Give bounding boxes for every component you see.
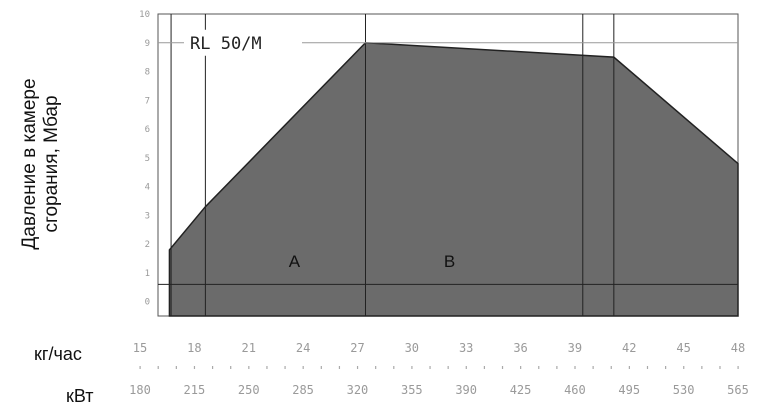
x-kg-dot-19 bbox=[483, 366, 486, 369]
y-axis-label-line-2: сгорания, Мбар bbox=[41, 95, 62, 233]
y-tick-6: 6 bbox=[145, 125, 150, 135]
x-kg-tick-1: 18 bbox=[187, 341, 201, 355]
x-kw-tick-7: 425 bbox=[510, 383, 532, 397]
x-kg-dot-0 bbox=[139, 366, 141, 369]
x-kg-tick-4: 27 bbox=[350, 341, 364, 355]
x-kg-dot-7 bbox=[266, 366, 268, 369]
x-kg-dot-10 bbox=[320, 366, 322, 369]
x-kg-dot-21 bbox=[520, 366, 522, 369]
x-kg-dot-31 bbox=[701, 366, 703, 369]
x-kg-dot-23 bbox=[556, 366, 558, 369]
x-kw-tick-11: 565 bbox=[727, 383, 749, 397]
x-kg-tick-3: 24 bbox=[296, 341, 310, 355]
area-label-B: B bbox=[444, 252, 455, 271]
x-row-kg-label: кг/час bbox=[34, 344, 82, 364]
model-label: RL 50/M bbox=[190, 34, 262, 54]
x-kg-tick-2: 21 bbox=[242, 341, 256, 355]
x-kg-tick-6: 33 bbox=[459, 341, 473, 355]
x-kw-tick-9: 495 bbox=[618, 383, 640, 397]
x-kg-tick-11: 48 bbox=[731, 341, 745, 355]
x-kw-tick-1: 215 bbox=[184, 383, 206, 397]
y-axis-label-line-1: Давление в камере bbox=[19, 78, 40, 250]
model-label-bg bbox=[184, 29, 302, 56]
x-kg-dot-5 bbox=[230, 366, 232, 369]
y-tick-5: 5 bbox=[145, 154, 150, 164]
x-row-kw-label: кВт bbox=[66, 386, 94, 406]
x-kg-tick-7: 36 bbox=[513, 341, 527, 355]
x-kw-tick-0: 180 bbox=[129, 383, 151, 397]
x-kg-dot-2 bbox=[175, 366, 177, 369]
x-kg-dot-22 bbox=[538, 366, 540, 369]
x-kw-tick-5: 355 bbox=[401, 383, 423, 397]
x-kg-dot-29 bbox=[665, 366, 667, 369]
x-kg-dot-26 bbox=[610, 366, 612, 369]
x-kg-dot-13 bbox=[375, 366, 377, 369]
x-kw-tick-4: 320 bbox=[347, 383, 369, 397]
x-kw-tick-3: 285 bbox=[292, 383, 314, 397]
x-kg-tick-0: 15 bbox=[133, 341, 147, 355]
y-tick-4: 4 bbox=[145, 183, 150, 193]
x-kg-dot-15 bbox=[411, 366, 413, 369]
x-kg-dot-18 bbox=[465, 366, 467, 369]
working-area-fill bbox=[168, 41, 739, 317]
x-kg-dot-33 bbox=[737, 366, 739, 369]
y-tick-0: 0 bbox=[145, 298, 150, 308]
y-tick-3: 3 bbox=[145, 211, 150, 221]
x-kg-tick-10: 45 bbox=[676, 341, 690, 355]
x-kg-dot-14 bbox=[393, 366, 395, 369]
y-axis-label: Давление в камере сгорания, Мбар bbox=[6, 14, 76, 314]
x-kg-dot-27 bbox=[628, 366, 630, 369]
x-kw-tick-10: 530 bbox=[673, 383, 695, 397]
y-tick-2: 2 bbox=[145, 240, 150, 250]
y-tick-7: 7 bbox=[145, 96, 150, 106]
y-tick-9: 9 bbox=[145, 39, 150, 49]
x-kg-dot-17 bbox=[447, 366, 449, 369]
x-kg-dot-4 bbox=[211, 366, 214, 369]
x-kw-tick-6: 390 bbox=[455, 383, 477, 397]
y-tick-10: 10 bbox=[139, 10, 150, 20]
x-kg-dot-20 bbox=[501, 366, 504, 369]
x-kg-dot-12 bbox=[356, 366, 359, 369]
y-tick-8: 8 bbox=[145, 68, 150, 78]
x-kg-dot-28 bbox=[646, 366, 649, 369]
x-kg-dot-32 bbox=[719, 366, 721, 369]
x-kw-tick-2: 250 bbox=[238, 383, 260, 397]
x-kg-dot-1 bbox=[157, 366, 159, 369]
x-kw-tick-8: 460 bbox=[564, 383, 586, 397]
x-kg-dot-24 bbox=[574, 366, 576, 369]
x-kg-dot-9 bbox=[302, 366, 304, 369]
x-kg-tick-8: 39 bbox=[568, 341, 582, 355]
area-label-A: A bbox=[289, 252, 301, 271]
x-kg-dot-3 bbox=[193, 366, 196, 369]
x-kg-dot-25 bbox=[592, 366, 594, 369]
x-kg-tick-5: 30 bbox=[405, 341, 419, 355]
x-kg-dot-6 bbox=[248, 366, 250, 369]
x-kg-dot-30 bbox=[683, 366, 685, 369]
x-kg-dot-8 bbox=[284, 366, 286, 369]
x-kg-tick-9: 42 bbox=[622, 341, 636, 355]
y-tick-1: 1 bbox=[145, 269, 150, 279]
x-kg-dot-16 bbox=[429, 366, 431, 369]
x-kg-dot-11 bbox=[338, 366, 341, 369]
